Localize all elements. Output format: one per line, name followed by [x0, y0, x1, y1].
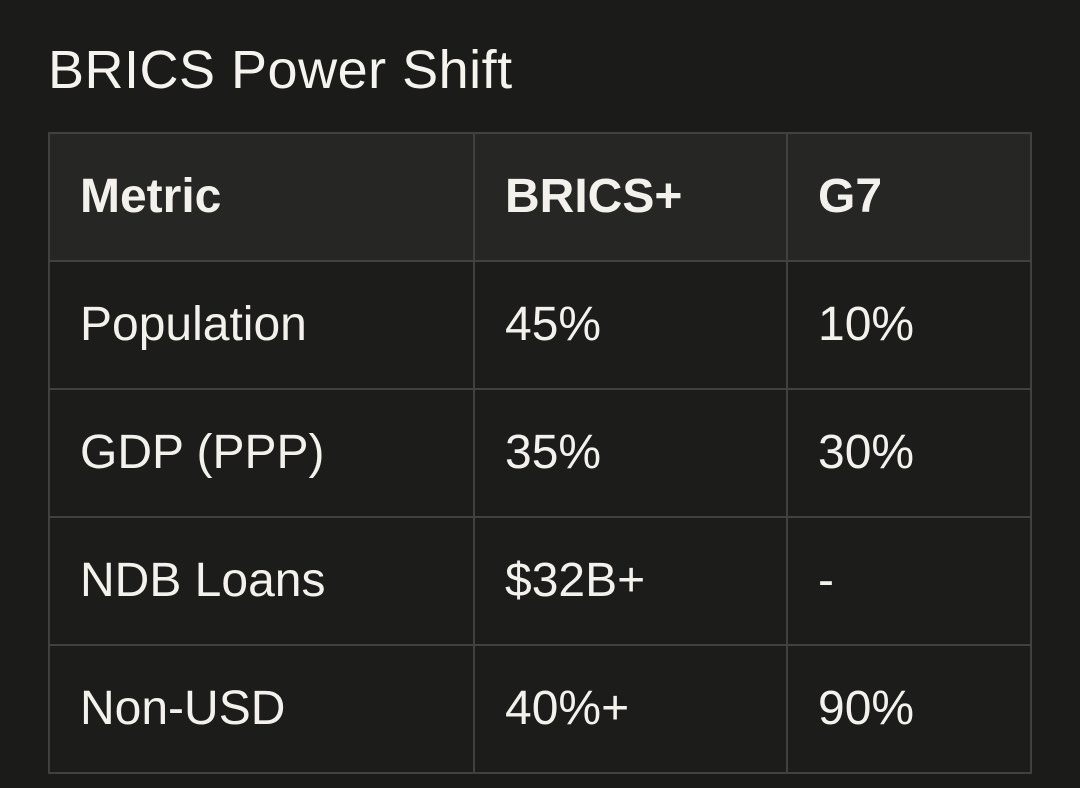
cell-population-g7: 10%: [786, 260, 1032, 390]
table-row: Population 45% 10%: [48, 260, 1032, 390]
cell-nonusd-g7: 90%: [786, 644, 1032, 774]
column-header-brics-plus: BRICS+: [473, 132, 788, 262]
cell-nonusd-brics: 40%+: [473, 644, 788, 774]
table-row: NDB Loans $32B+ -: [48, 516, 1032, 646]
cell-ndb-g7: -: [786, 516, 1032, 646]
cell-population-brics: 45%: [473, 260, 788, 390]
row-label-ndb-loans: NDB Loans: [48, 516, 475, 646]
cell-gdp-g7: 30%: [786, 388, 1032, 518]
table-row: Non-USD 40%+ 90%: [48, 644, 1032, 774]
row-label-population: Population: [48, 260, 475, 390]
row-label-gdp-ppp: GDP (PPP): [48, 388, 475, 518]
cell-ndb-brics: $32B+: [473, 516, 788, 646]
column-header-metric: Metric: [48, 132, 475, 262]
table-row: GDP (PPP) 35% 30%: [48, 388, 1032, 518]
table-header-row: Metric BRICS+ G7: [48, 132, 1032, 262]
page-title: BRICS Power Shift: [48, 40, 513, 100]
brics-comparison-table: Metric BRICS+ G7 Population 45% 10% GDP …: [48, 132, 1032, 774]
column-header-g7: G7: [786, 132, 1032, 262]
row-label-non-usd: Non-USD: [48, 644, 475, 774]
cell-gdp-brics: 35%: [473, 388, 788, 518]
